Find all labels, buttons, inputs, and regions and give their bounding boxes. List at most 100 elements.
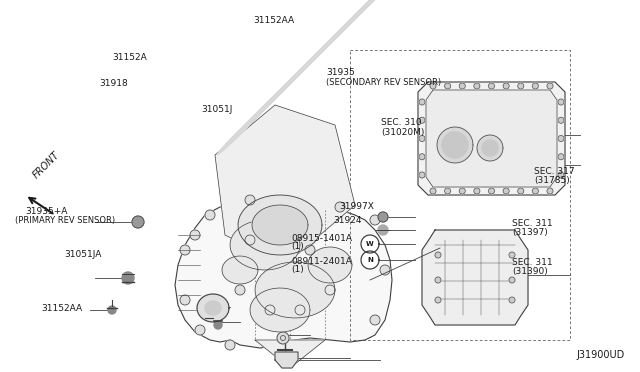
Polygon shape — [244, 0, 461, 126]
Text: FRONT: FRONT — [31, 150, 61, 181]
Circle shape — [335, 202, 345, 212]
Circle shape — [445, 188, 451, 194]
Text: J31900UD: J31900UD — [577, 350, 625, 360]
Circle shape — [214, 321, 222, 329]
Polygon shape — [247, 0, 449, 125]
Polygon shape — [482, 140, 498, 156]
Text: 08911-2401A: 08911-2401A — [291, 257, 352, 266]
Text: 31051JA: 31051JA — [64, 250, 101, 259]
Circle shape — [435, 277, 441, 283]
Circle shape — [430, 83, 436, 89]
Circle shape — [503, 188, 509, 194]
Circle shape — [378, 225, 388, 235]
Circle shape — [122, 272, 134, 284]
Circle shape — [547, 188, 553, 194]
Polygon shape — [217, 0, 452, 154]
Polygon shape — [237, 0, 469, 133]
Polygon shape — [246, 0, 456, 125]
Circle shape — [419, 99, 425, 105]
Polygon shape — [222, 256, 258, 284]
Polygon shape — [437, 127, 473, 163]
Polygon shape — [244, 0, 437, 130]
Circle shape — [460, 83, 465, 89]
Circle shape — [430, 188, 436, 194]
Polygon shape — [225, 0, 468, 145]
Circle shape — [190, 230, 200, 240]
Circle shape — [225, 340, 235, 350]
Polygon shape — [218, 0, 446, 155]
Text: 31152AA: 31152AA — [253, 16, 294, 25]
Circle shape — [180, 245, 190, 255]
Circle shape — [532, 188, 538, 194]
Text: 31152A: 31152A — [112, 53, 147, 62]
Circle shape — [419, 117, 425, 123]
Polygon shape — [218, 0, 459, 153]
Text: 31152AA: 31152AA — [42, 304, 83, 313]
Circle shape — [509, 252, 515, 258]
Circle shape — [460, 188, 465, 194]
Polygon shape — [230, 220, 300, 270]
Polygon shape — [222, 0, 435, 152]
Text: 31051J: 31051J — [202, 105, 233, 114]
Circle shape — [419, 135, 425, 141]
Polygon shape — [231, 0, 430, 144]
Polygon shape — [422, 230, 528, 325]
Circle shape — [419, 172, 425, 178]
Circle shape — [488, 83, 495, 89]
Circle shape — [295, 305, 305, 315]
Polygon shape — [418, 82, 565, 195]
Polygon shape — [255, 262, 335, 318]
Circle shape — [245, 235, 255, 245]
Circle shape — [558, 154, 564, 160]
Circle shape — [195, 325, 205, 335]
Polygon shape — [477, 135, 503, 161]
Polygon shape — [230, 0, 470, 140]
Circle shape — [558, 117, 564, 123]
Circle shape — [532, 83, 538, 89]
Polygon shape — [255, 340, 325, 368]
Circle shape — [558, 99, 564, 105]
Circle shape — [180, 295, 190, 305]
Circle shape — [380, 265, 390, 275]
Polygon shape — [252, 205, 308, 245]
Text: SEC. 317: SEC. 317 — [534, 167, 575, 176]
Text: SEC. 311: SEC. 311 — [512, 258, 552, 267]
Polygon shape — [361, 251, 379, 269]
Circle shape — [518, 83, 524, 89]
Circle shape — [518, 188, 524, 194]
Polygon shape — [215, 105, 355, 265]
Circle shape — [558, 172, 564, 178]
Text: (1): (1) — [291, 242, 304, 251]
Polygon shape — [442, 132, 468, 158]
Circle shape — [265, 305, 275, 315]
Circle shape — [488, 188, 495, 194]
Circle shape — [435, 297, 441, 303]
Polygon shape — [205, 301, 221, 315]
Text: W: W — [366, 241, 374, 247]
Text: (31785): (31785) — [534, 176, 570, 185]
Text: 31924: 31924 — [333, 216, 362, 225]
Text: 08915-1401A: 08915-1401A — [291, 234, 352, 243]
Text: (31020M): (31020M) — [381, 128, 424, 137]
Circle shape — [108, 306, 116, 314]
Polygon shape — [426, 90, 557, 187]
Polygon shape — [236, 0, 431, 139]
Text: 31935+A: 31935+A — [26, 207, 68, 216]
Text: 31935: 31935 — [326, 68, 355, 77]
Polygon shape — [250, 288, 310, 332]
Polygon shape — [238, 195, 322, 255]
Circle shape — [235, 285, 245, 295]
Text: (PRIMARY REV SENSOR): (PRIMARY REV SENSOR) — [15, 216, 115, 225]
Circle shape — [474, 188, 480, 194]
Circle shape — [277, 332, 289, 344]
Circle shape — [509, 297, 515, 303]
Polygon shape — [240, 0, 433, 134]
Circle shape — [445, 83, 451, 89]
Text: N: N — [367, 257, 373, 263]
Text: SEC. 311: SEC. 311 — [512, 219, 552, 228]
Polygon shape — [275, 352, 298, 368]
Text: (SECONDARY REV SENSOR): (SECONDARY REV SENSOR) — [326, 78, 442, 87]
Text: 31918: 31918 — [99, 79, 128, 88]
Polygon shape — [308, 247, 352, 283]
Circle shape — [325, 285, 335, 295]
